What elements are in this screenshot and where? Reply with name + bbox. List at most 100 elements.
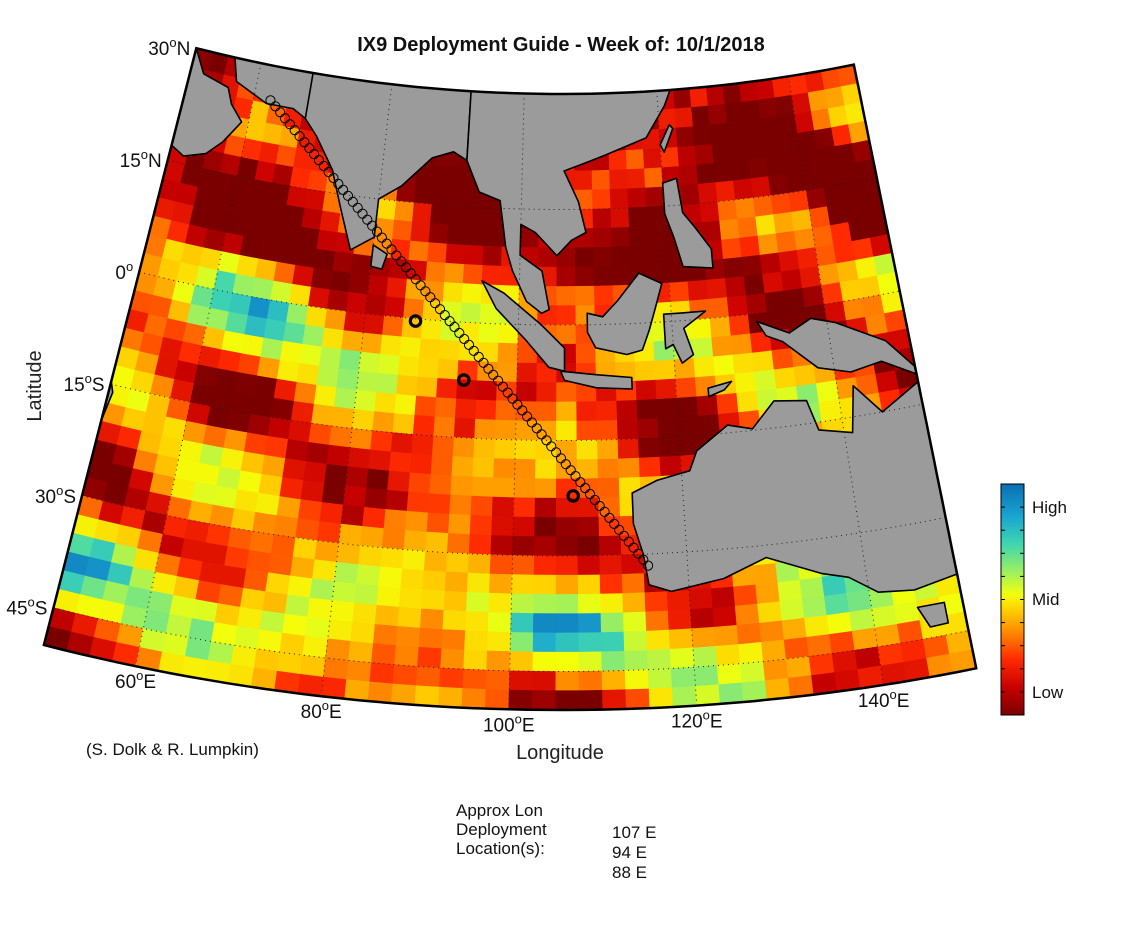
ocean-cell	[752, 195, 774, 218]
land-sri-lanka	[370, 244, 388, 270]
ocean-cell	[466, 206, 486, 228]
ocean-cell	[486, 650, 511, 672]
ocean-cell	[362, 313, 385, 336]
ocean-cell	[674, 107, 694, 129]
ocean-cell	[378, 566, 403, 589]
ocean-cell	[713, 161, 734, 183]
ocean-cell	[728, 314, 751, 337]
ocean-cell	[392, 664, 418, 687]
ocean-cell	[427, 493, 452, 515]
land-tasmania	[916, 601, 950, 628]
deployment-label: Approx Lon Deployment Location(s):	[456, 801, 547, 858]
ocean-cell	[316, 229, 339, 253]
ocean-cell	[399, 336, 422, 359]
ocean-cell	[233, 372, 258, 396]
ocean-cell	[386, 277, 408, 299]
ocean-cell	[718, 682, 744, 705]
ocean-cell	[282, 613, 308, 637]
ocean-cell	[468, 534, 492, 556]
ocean-cell	[438, 339, 461, 361]
ocean-cell	[578, 632, 602, 653]
ocean-cell	[440, 648, 465, 670]
ocean-cell	[629, 245, 650, 267]
ocean-cell	[711, 335, 734, 358]
ocean-cell	[254, 258, 278, 282]
ocean-cell	[476, 380, 498, 402]
ocean-cell	[419, 338, 441, 360]
ocean-cell	[728, 140, 749, 162]
ocean-cell	[616, 419, 639, 440]
ocean-cell	[556, 286, 577, 306]
ocean-cell	[487, 612, 512, 633]
ocean-cell	[433, 416, 456, 438]
ocean-cell	[272, 163, 294, 187]
ocean-cell	[492, 477, 515, 499]
ocean-cell	[622, 611, 647, 633]
ocean-cell	[360, 332, 383, 355]
ocean-cell	[765, 154, 787, 177]
ocean-cell	[516, 362, 538, 383]
ocean-cell	[307, 597, 333, 621]
ocean-cell	[465, 611, 490, 633]
ocean-cell	[376, 372, 399, 395]
latitude-gridline	[81, 495, 946, 557]
ocean-cell	[443, 590, 468, 612]
ocean-cell	[691, 105, 711, 128]
ocean-cell	[409, 453, 433, 475]
ocean-cell	[791, 209, 813, 232]
ocean-cell	[349, 428, 373, 451]
ocean-cell	[716, 392, 739, 415]
ocean-cell	[465, 591, 490, 613]
ocean-cell	[219, 447, 245, 472]
ocean-cell	[716, 663, 743, 686]
ocean-cell	[388, 451, 413, 474]
colorbar-label-low: Low	[1032, 683, 1064, 702]
ocean-cell	[313, 384, 337, 408]
ocean-cell	[821, 573, 847, 597]
ocean-cell	[239, 236, 263, 260]
route-point	[643, 560, 654, 571]
ocean-cell	[360, 526, 385, 549]
ocean-cell	[513, 478, 536, 499]
ocean-cell	[445, 243, 466, 265]
ocean-cell	[654, 359, 676, 381]
ocean-cell	[372, 411, 395, 434]
ocean-cell	[403, 530, 428, 552]
ocean-cell	[405, 510, 429, 533]
ocean-cell	[496, 362, 518, 383]
ocean-cell	[691, 626, 717, 649]
ocean-cell	[785, 171, 807, 194]
ocean-cell	[394, 394, 417, 416]
latitude-tick-label: 15oS	[64, 371, 105, 396]
ocean-cell	[450, 475, 474, 497]
ocean-cell	[770, 192, 792, 215]
ocean-cell	[646, 629, 671, 651]
ocean-cell	[237, 470, 263, 494]
ocean-cell	[265, 201, 288, 225]
ocean-cell	[576, 439, 599, 461]
ocean-cell	[675, 377, 698, 399]
ocean-cell	[394, 645, 420, 667]
ocean-cell	[637, 437, 661, 459]
ocean-cell	[741, 254, 763, 277]
ocean-cell	[578, 670, 603, 692]
ocean-cell	[253, 375, 278, 399]
ocean-cell	[302, 324, 326, 348]
ocean-cell	[348, 640, 374, 664]
ocean-cell	[396, 374, 419, 397]
ocean-cell	[785, 656, 812, 679]
ocean-cell	[741, 680, 768, 703]
ocean-cell	[415, 666, 441, 688]
ocean-cell	[382, 315, 404, 338]
ocean-cell	[842, 297, 866, 321]
ocean-cell	[430, 454, 454, 477]
ocean-cell	[715, 644, 741, 666]
colorbar: High Mid Low	[1000, 483, 1067, 716]
ocean-cell	[696, 163, 717, 185]
ocean-cell	[270, 534, 296, 558]
ocean-cell	[600, 593, 624, 614]
ocean-cell	[491, 515, 514, 537]
ocean-cell	[323, 657, 349, 680]
ocean-cell	[780, 268, 803, 292]
ocean-cell	[442, 609, 467, 632]
